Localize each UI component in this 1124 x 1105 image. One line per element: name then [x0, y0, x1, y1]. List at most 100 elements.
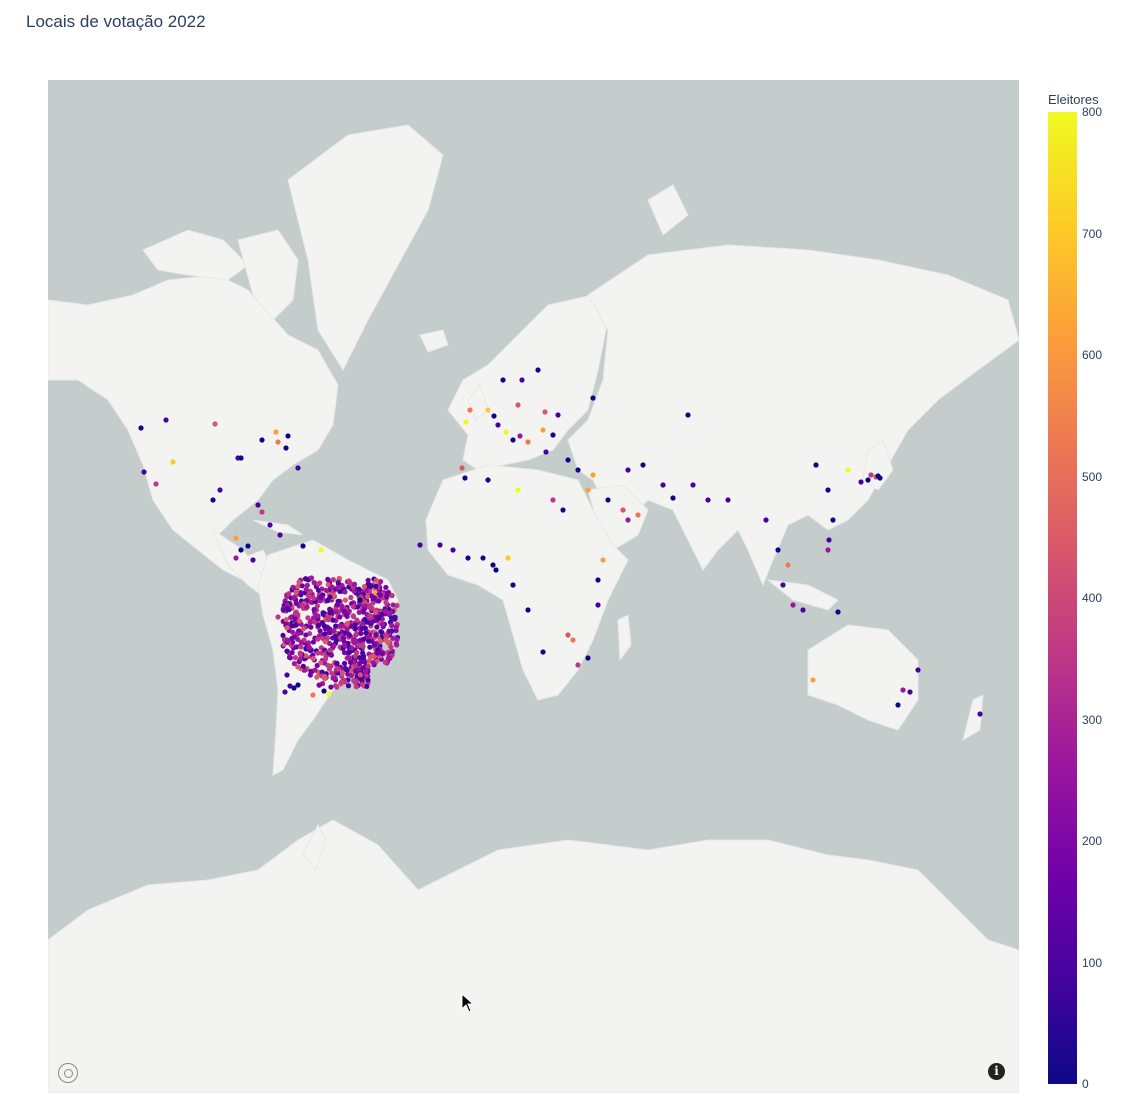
- voting-location-point[interactable]: [895, 702, 901, 708]
- voting-location-point[interactable]: [348, 594, 354, 601]
- voting-location-point[interactable]: [585, 487, 591, 493]
- voting-location-point[interactable]: [825, 487, 831, 493]
- voting-location-point[interactable]: [379, 621, 385, 627]
- voting-location-point[interactable]: [273, 429, 279, 435]
- voting-location-point[interactable]: [394, 603, 400, 609]
- voting-location-point[interactable]: [525, 607, 531, 613]
- voting-location-point[interactable]: [540, 649, 546, 655]
- info-icon[interactable]: i: [988, 1063, 1005, 1080]
- voting-location-point[interactable]: [780, 582, 786, 588]
- voting-location-point[interactable]: [346, 578, 352, 584]
- voting-location-point[interactable]: [550, 432, 556, 438]
- voting-location-point[interactable]: [329, 670, 335, 676]
- voting-location-point[interactable]: [790, 602, 796, 608]
- voting-location-point[interactable]: [315, 636, 321, 642]
- voting-location-point[interactable]: [540, 427, 546, 433]
- voting-location-point[interactable]: [490, 562, 496, 568]
- voting-location-point[interactable]: [565, 457, 571, 463]
- voting-location-point[interactable]: [359, 625, 365, 631]
- voting-location-point[interactable]: [362, 616, 368, 622]
- voting-location-point[interactable]: [560, 507, 566, 513]
- voting-location-point[interactable]: [357, 597, 363, 603]
- voting-location-point[interactable]: [390, 602, 396, 608]
- voting-location-point[interactable]: [810, 677, 816, 683]
- voting-location-point[interactable]: [332, 683, 339, 689]
- voting-location-point[interactable]: [297, 656, 304, 662]
- voting-location-point[interactable]: [280, 632, 286, 639]
- voting-location-point[interactable]: [348, 673, 354, 679]
- voting-location-point[interactable]: [365, 577, 371, 583]
- voting-location-point[interactable]: [289, 650, 295, 656]
- voting-location-point[interactable]: [388, 644, 394, 650]
- voting-location-point[interactable]: [327, 594, 333, 600]
- voting-location-point[interactable]: [319, 669, 325, 675]
- voting-location-point[interactable]: [463, 419, 469, 425]
- voting-location-point[interactable]: [500, 377, 506, 383]
- voting-location-point[interactable]: [297, 589, 304, 596]
- voting-location-point[interactable]: [340, 635, 347, 641]
- voting-location-point[interactable]: [286, 654, 293, 661]
- voting-location-point[interactable]: [259, 437, 265, 443]
- voting-location-point[interactable]: [303, 653, 309, 659]
- voting-location-point[interactable]: [290, 595, 297, 601]
- voting-location-point[interactable]: [485, 477, 491, 483]
- voting-location-point[interactable]: [525, 439, 531, 445]
- voting-location-point[interactable]: [353, 684, 359, 690]
- voting-location-point[interactable]: [250, 557, 256, 563]
- voting-location-point[interactable]: [321, 688, 327, 694]
- voting-location-point[interactable]: [297, 650, 303, 656]
- voting-location-point[interactable]: [366, 638, 372, 644]
- voting-location-point[interactable]: [354, 630, 360, 637]
- voting-location-point[interactable]: [277, 532, 283, 538]
- voting-location-point[interactable]: [493, 567, 499, 573]
- voting-location-point[interactable]: [291, 661, 298, 667]
- voting-location-point[interactable]: [314, 603, 320, 609]
- voting-location-point[interactable]: [311, 595, 317, 601]
- voting-location-point[interactable]: [378, 628, 384, 635]
- voting-location-point[interactable]: [320, 610, 326, 616]
- voting-location-point[interactable]: [305, 640, 312, 646]
- voting-location-point[interactable]: [293, 622, 299, 628]
- voting-location-point[interactable]: [977, 711, 983, 717]
- voting-location-point[interactable]: [394, 642, 400, 648]
- voting-location-point[interactable]: [383, 599, 389, 606]
- voting-location-point[interactable]: [288, 614, 294, 621]
- voting-location-point[interactable]: [465, 555, 471, 561]
- voting-location-point[interactable]: [517, 433, 523, 439]
- voting-location-point[interactable]: [543, 449, 549, 455]
- voting-location-point[interactable]: [366, 658, 372, 664]
- voting-location-point[interactable]: [304, 604, 310, 610]
- voting-location-point[interactable]: [308, 624, 314, 630]
- voting-location-point[interactable]: [392, 616, 398, 622]
- voting-location-point[interactable]: [303, 632, 309, 638]
- voting-location-point[interactable]: [315, 581, 322, 587]
- voting-location-point[interactable]: [317, 594, 324, 600]
- voting-location-point[interactable]: [670, 495, 676, 501]
- voting-location-point[interactable]: [354, 617, 360, 623]
- voting-location-point[interactable]: [377, 638, 384, 644]
- voting-location-point[interactable]: [259, 509, 265, 515]
- voting-location-point[interactable]: [595, 577, 601, 583]
- voting-location-point[interactable]: [332, 633, 338, 639]
- mapbox-logo-icon[interactable]: [58, 1063, 78, 1083]
- voting-location-point[interactable]: [360, 653, 367, 659]
- voting-location-point[interactable]: [275, 439, 281, 445]
- voting-location-point[interactable]: [590, 472, 596, 478]
- voting-location-point[interactable]: [285, 637, 291, 643]
- voting-location-point[interactable]: [575, 467, 581, 473]
- voting-location-point[interactable]: [462, 475, 468, 481]
- voting-location-point[interactable]: [306, 645, 313, 651]
- voting-location-point[interactable]: [326, 666, 333, 672]
- voting-location-point[interactable]: [835, 609, 841, 615]
- voting-location-point[interactable]: [590, 395, 596, 401]
- voting-location-point[interactable]: [358, 637, 364, 643]
- voting-location-point[interactable]: [138, 425, 144, 431]
- voting-location-point[interactable]: [830, 517, 836, 523]
- voting-location-point[interactable]: [362, 603, 369, 609]
- voting-location-point[interactable]: [480, 555, 486, 561]
- voting-location-point[interactable]: [360, 609, 366, 615]
- voting-location-point[interactable]: [845, 467, 851, 473]
- voting-location-point[interactable]: [141, 469, 147, 475]
- voting-location-point[interactable]: [321, 623, 327, 629]
- voting-location-point[interactable]: [344, 626, 350, 632]
